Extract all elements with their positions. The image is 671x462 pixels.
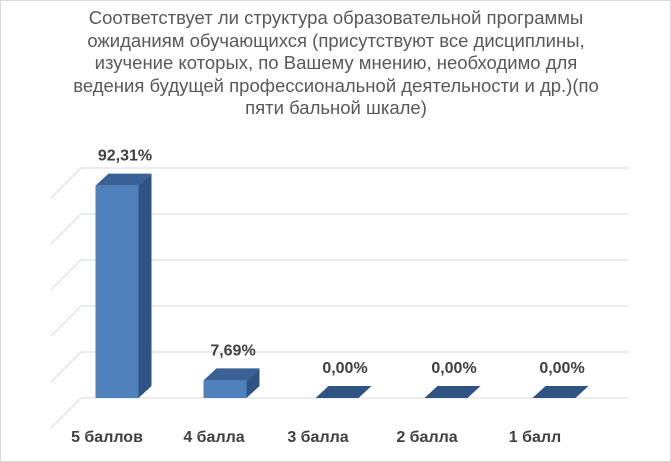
gridline-depth [50,305,82,337]
gridline-depth [50,259,82,291]
bar-top [532,386,589,398]
data-label: 0,00% [431,360,476,377]
bar [203,368,260,398]
data-label: 92,31% [98,148,152,165]
bar-front [203,380,247,398]
x-tick-label: 4 балла [183,429,244,446]
bar-front [95,185,139,398]
chart-title: Соответствует ли структура образовательн… [73,7,599,118]
gridline-depth [50,213,82,245]
gridline-depth [50,351,82,383]
bar [532,386,589,398]
bar [315,386,372,398]
bar-top [424,386,481,398]
data-label: 0,00% [322,360,367,377]
bar-side [246,368,260,398]
gridline-depth [50,397,82,429]
bar-side [138,173,152,398]
bar-top [95,173,152,186]
x-tick-label: 1 балл [509,429,561,446]
gridline-depth [50,167,82,199]
data-label: 7,69% [210,342,255,359]
bar [424,386,481,398]
bar [95,173,152,398]
data-label: 0,00% [539,360,584,377]
bar-top [315,386,372,398]
x-tick-label: 2 балла [396,429,457,446]
bar-top [203,368,260,381]
x-tick-label: 3 балла [287,429,348,446]
x-tick-label: 5 баллов [71,429,143,446]
